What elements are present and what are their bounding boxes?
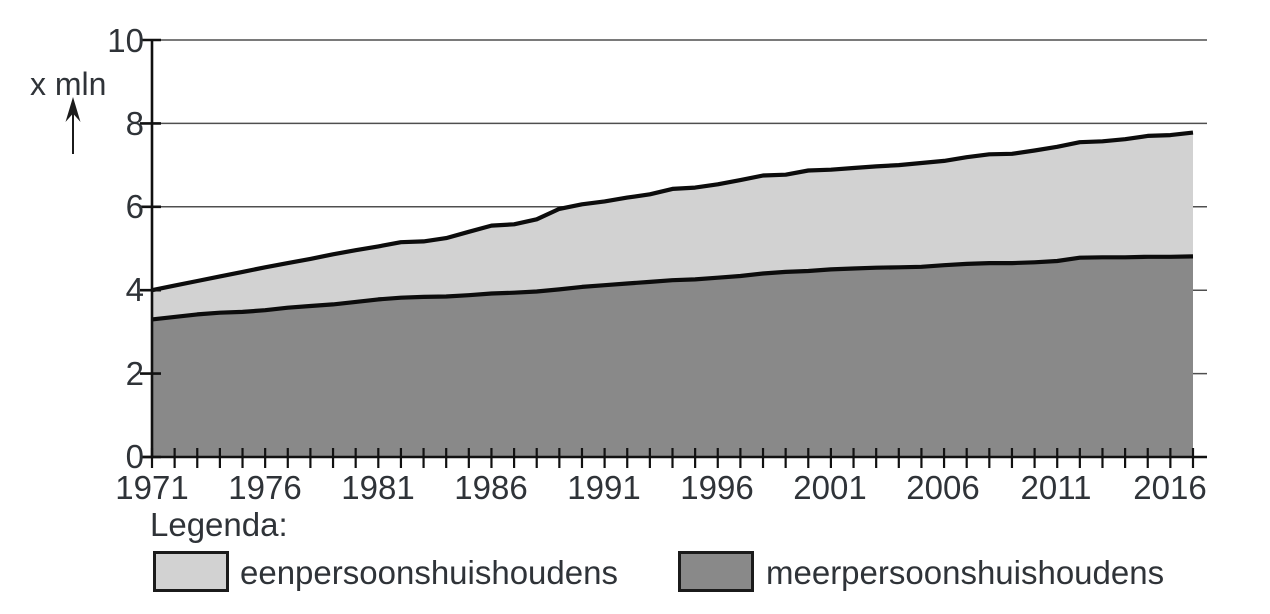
line-meerpersoonshuishoudens xyxy=(151,254,1194,322)
area-meerpersoonshuishoudens xyxy=(152,256,1193,457)
x-tick-label-1986: 1986 xyxy=(454,469,528,506)
x-tick-label-1991: 1991 xyxy=(567,469,641,506)
y-tick-label-10: 10 xyxy=(107,22,144,59)
y-tick-label-6: 6 xyxy=(125,188,144,225)
x-tick-label-2011: 2011 xyxy=(1020,469,1092,506)
y-axis-unit-label: x mln xyxy=(30,66,107,102)
legend-label-eenpersoonshuishoudens: eenpersoonshuishoudens xyxy=(240,554,618,591)
legend-label-meerpersoonshuishoudens: meerpersoonshuishoudens xyxy=(766,554,1165,591)
x-tick-label-1996: 1996 xyxy=(680,469,754,506)
x-tick-label-1981: 1981 xyxy=(341,469,415,506)
x-tick-label-2001: 2001 xyxy=(793,469,867,506)
x-tick-label-2016: 2016 xyxy=(1133,469,1207,506)
y-tick-label-4: 4 xyxy=(125,271,144,308)
legend-title: Legenda: xyxy=(150,506,288,543)
area-eenpersoonshuishoudens xyxy=(152,132,1193,320)
x-tick-label-1976: 1976 xyxy=(228,469,302,506)
y-tick-label-0: 0 xyxy=(125,438,144,475)
y-axis-arrow-head-icon xyxy=(65,97,81,122)
x-tick-label-1971: 1971 xyxy=(115,469,189,506)
line-total-huishoudens xyxy=(151,130,1194,293)
legend-swatch-eenpersoonshuishoudens xyxy=(153,551,229,592)
legend-swatch-meerpersoonshuishoudens xyxy=(678,551,754,592)
y-tick-label-8: 8 xyxy=(125,105,144,142)
y-tick-label-2: 2 xyxy=(125,355,144,392)
x-tick-label-2006: 2006 xyxy=(906,469,980,506)
